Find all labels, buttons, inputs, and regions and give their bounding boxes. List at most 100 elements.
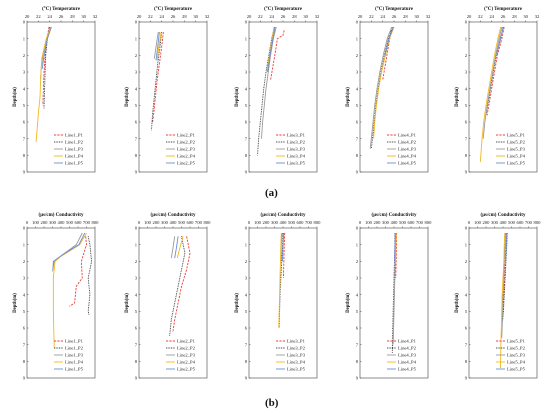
legend-label: Line3_P5 [287,367,306,372]
x-tick-label: 0 [468,220,471,225]
legend-label: Line4_P3 [398,147,417,152]
x-tick-label: 32 [315,14,320,19]
y-tick-label: 4 [356,86,359,91]
x-tick-label: 30 [414,14,419,19]
legend-label: Line4_P3 [398,353,417,358]
chart-panel-3: (°C) Temperature 20 22 24 26 28 30 32 0 1 2 3 4 5 6 7 8 9… [235,7,320,175]
x-tick-label: 400 [58,220,66,225]
x-tick-label: 24 [47,14,52,19]
series-line-line5_p4 [500,232,506,369]
x-tick-label: 0 [359,220,362,225]
series-line-line5_p2 [485,26,504,116]
x-tick-label: 22 [369,14,374,19]
legend-label: Line1_P2 [65,140,84,145]
y-tick-label: 3 [23,276,26,281]
y-tick-label: 9 [135,170,138,175]
series-line-line2_p3 [153,31,159,59]
y-axis-label: Depth(m) [235,87,240,107]
legend-label: Line2_P2 [177,140,196,145]
chart-title: (μs/cm) Conductivity [151,213,196,218]
x-tick-label: 600 [408,220,416,225]
y-tick-label: 3 [135,70,138,75]
legend-label: Line5_P1 [507,339,526,344]
x-tick-label: 800 [204,220,212,225]
x-tick-label: 400 [500,220,508,225]
series-line-line2_p2 [169,236,186,337]
legend-label: Line4_P4 [398,154,417,159]
x-tick-label: 26 [171,14,176,19]
legend-label: Line1_P5 [65,161,84,166]
y-axis-label: Depth(m) [235,293,240,313]
x-tick-label: 500 [399,220,407,225]
x-tick-label: 500 [178,220,186,225]
legend-label: Line2_P4 [177,360,196,365]
x-tick-label: 100 [144,220,152,225]
legend-label: Line2_P2 [177,346,196,351]
x-tick-label: 22 [478,14,483,19]
y-tick-label: 9 [356,170,359,175]
series-line-line5_p3 [482,26,503,139]
chart-title: (μs/cm) Conductivity [39,213,84,218]
x-tick-label: 700 [195,220,203,225]
y-tick-label: 2 [135,259,138,264]
y-tick-label: 6 [356,120,359,125]
x-tick-label: 26 [281,14,286,19]
y-tick-label: 7 [465,136,468,141]
y-axis-label: Depth(m) [455,293,460,313]
x-tick-label: 700 [416,220,424,225]
chart-title: (°C) Temperature [264,7,303,12]
legend-label: Line1_P4 [65,154,84,159]
y-tick-label: 3 [23,70,26,75]
y-tick-label: 4 [465,86,468,91]
y-tick-label: 0 [245,226,248,231]
y-tick-label: 1 [356,242,359,247]
y-tick-label: 9 [465,376,468,381]
legend-label: Line4_P5 [398,161,417,166]
x-tick-label: 300 [382,220,390,225]
x-tick-label: 32 [426,14,431,19]
x-tick-label: 28 [182,14,187,19]
legend: Line4_P1 Line4_P2 Line4_P3 Line4_P4 Line4_P5 [387,133,417,166]
y-tick-label: 2 [356,259,359,264]
y-tick-label: 0 [465,226,468,231]
chart-panel-1: (°C) Temperature 20 22 24 26 28 30 32 0 1 2 3 4 5 6 7 8 9… [13,7,98,175]
x-tick-label: 300 [161,220,169,225]
y-tick-label: 6 [23,326,26,331]
x-tick-label: 32 [205,14,210,19]
series-line-line4_p2 [370,26,394,149]
x-tick-label: 500 [508,220,516,225]
x-tick-label: 30 [193,14,198,19]
y-tick-label: 1 [245,36,248,41]
y-tick-label: 0 [245,20,248,25]
legend-label: Line1_P3 [65,353,84,358]
x-tick-label: 20 [358,14,363,19]
legend: Line1_P1 Line1_P2 Line1_P3 Line1_P4 Line1_P5 [54,133,84,166]
series-line-line2_p4 [156,31,162,61]
series-line-line3_p2 [257,26,275,156]
y-axis-label: Depth(m) [346,293,351,313]
series-line-line3_p5 [267,26,276,73]
x-tick-label: 800 [314,220,322,225]
series-line-line2_p2 [151,31,163,131]
y-tick-label: 1 [23,36,26,41]
y-tick-label: 2 [356,53,359,58]
plot-frame [26,21,96,173]
legend: Line5_P1 Line5_P2 Line5_P3 Line5_P4 Line5_P5 [496,339,526,372]
legend-label: Line4_P1 [398,133,417,138]
legend-label: Line3_P3 [287,353,306,358]
series-line-line4_p5 [384,26,394,56]
series-line-line5_p2 [502,232,508,322]
x-tick-label: 100 [365,220,373,225]
legend-label: Line3_P5 [287,161,306,166]
y-tick-label: 5 [356,103,359,108]
y-tick-label: 1 [23,242,26,247]
y-tick-label: 8 [23,153,26,158]
x-tick-label: 200 [483,220,491,225]
x-tick-label: 800 [534,220,542,225]
x-tick-label: 400 [170,220,178,225]
y-tick-label: 5 [245,309,248,314]
x-tick-label: 28 [70,14,75,19]
plot-frame [359,21,429,173]
legend-label: Line4_P4 [398,360,417,365]
